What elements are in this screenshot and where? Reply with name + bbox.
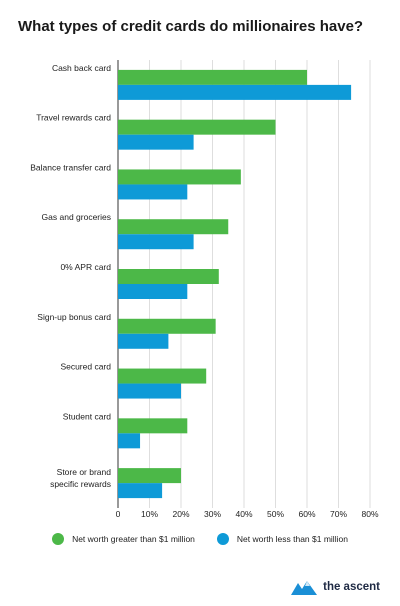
bar-blue (118, 84, 352, 100)
bar-blue (118, 483, 163, 499)
bar-green (118, 468, 181, 484)
category-label: Secured card (60, 362, 111, 372)
mountain-icon (291, 581, 318, 595)
legend-swatch-blue (216, 533, 229, 545)
bar-green (118, 169, 241, 185)
brand-name: the ascent (323, 581, 380, 593)
category-label: Sign-up bonus card (37, 312, 111, 322)
bar-green (118, 368, 207, 384)
chart-title: What types of credit cards do millionair… (18, 18, 364, 35)
bar-green (118, 418, 188, 434)
bar-green (118, 318, 216, 334)
legend-item-series-1: Net worth greater than $1 million (52, 533, 195, 545)
category-label: Gas and groceries (42, 212, 111, 222)
x-tick-label: 30% (204, 509, 221, 519)
bar-green (118, 219, 229, 235)
bar-blue (118, 333, 169, 349)
x-tick-label: 60% (298, 509, 315, 519)
bar-green (118, 269, 219, 284)
x-tick-label: 10% (141, 509, 158, 519)
bar-blue (118, 134, 194, 150)
x-tick-label: 20% (172, 509, 189, 519)
legend-swatch-green (52, 533, 65, 545)
category-label: Travel rewards card (36, 113, 111, 123)
x-tick-label: 0 (116, 509, 121, 519)
bar-chart: 0 10% 20% 30% 40% 50% 60% 70% 80% Cash back card T… (30, 60, 379, 519)
legend: Net worth greater than $1 million Net wo… (0, 533, 400, 545)
x-tick-label: 50% (267, 509, 284, 519)
bar-blue (118, 234, 194, 250)
legend-item-series-2: Net worth less than $1 million (216, 533, 348, 545)
legend-label-series-2: Net worth less than $1 million (236, 534, 348, 544)
bar-blue (118, 433, 141, 449)
category-label: 0% APR card (60, 262, 111, 272)
x-tick-label: 40% (235, 509, 252, 519)
category-label: Store or brand specific rewards (50, 467, 111, 489)
bar-blue (118, 284, 188, 299)
category-label: Student card (63, 411, 111, 421)
bar-blue (118, 184, 188, 200)
bar-green (118, 69, 307, 85)
brand-logo: the ascent (289, 578, 380, 596)
bar-green (118, 119, 276, 135)
category-label: Cash back card (52, 63, 111, 73)
x-tick-label: 80% (361, 509, 378, 519)
bar-blue (118, 383, 181, 399)
x-tick-label: 70% (330, 509, 347, 519)
category-label: Balance transfer card (30, 162, 111, 172)
legend-label-series-1: Net worth greater than $1 million (72, 534, 195, 544)
